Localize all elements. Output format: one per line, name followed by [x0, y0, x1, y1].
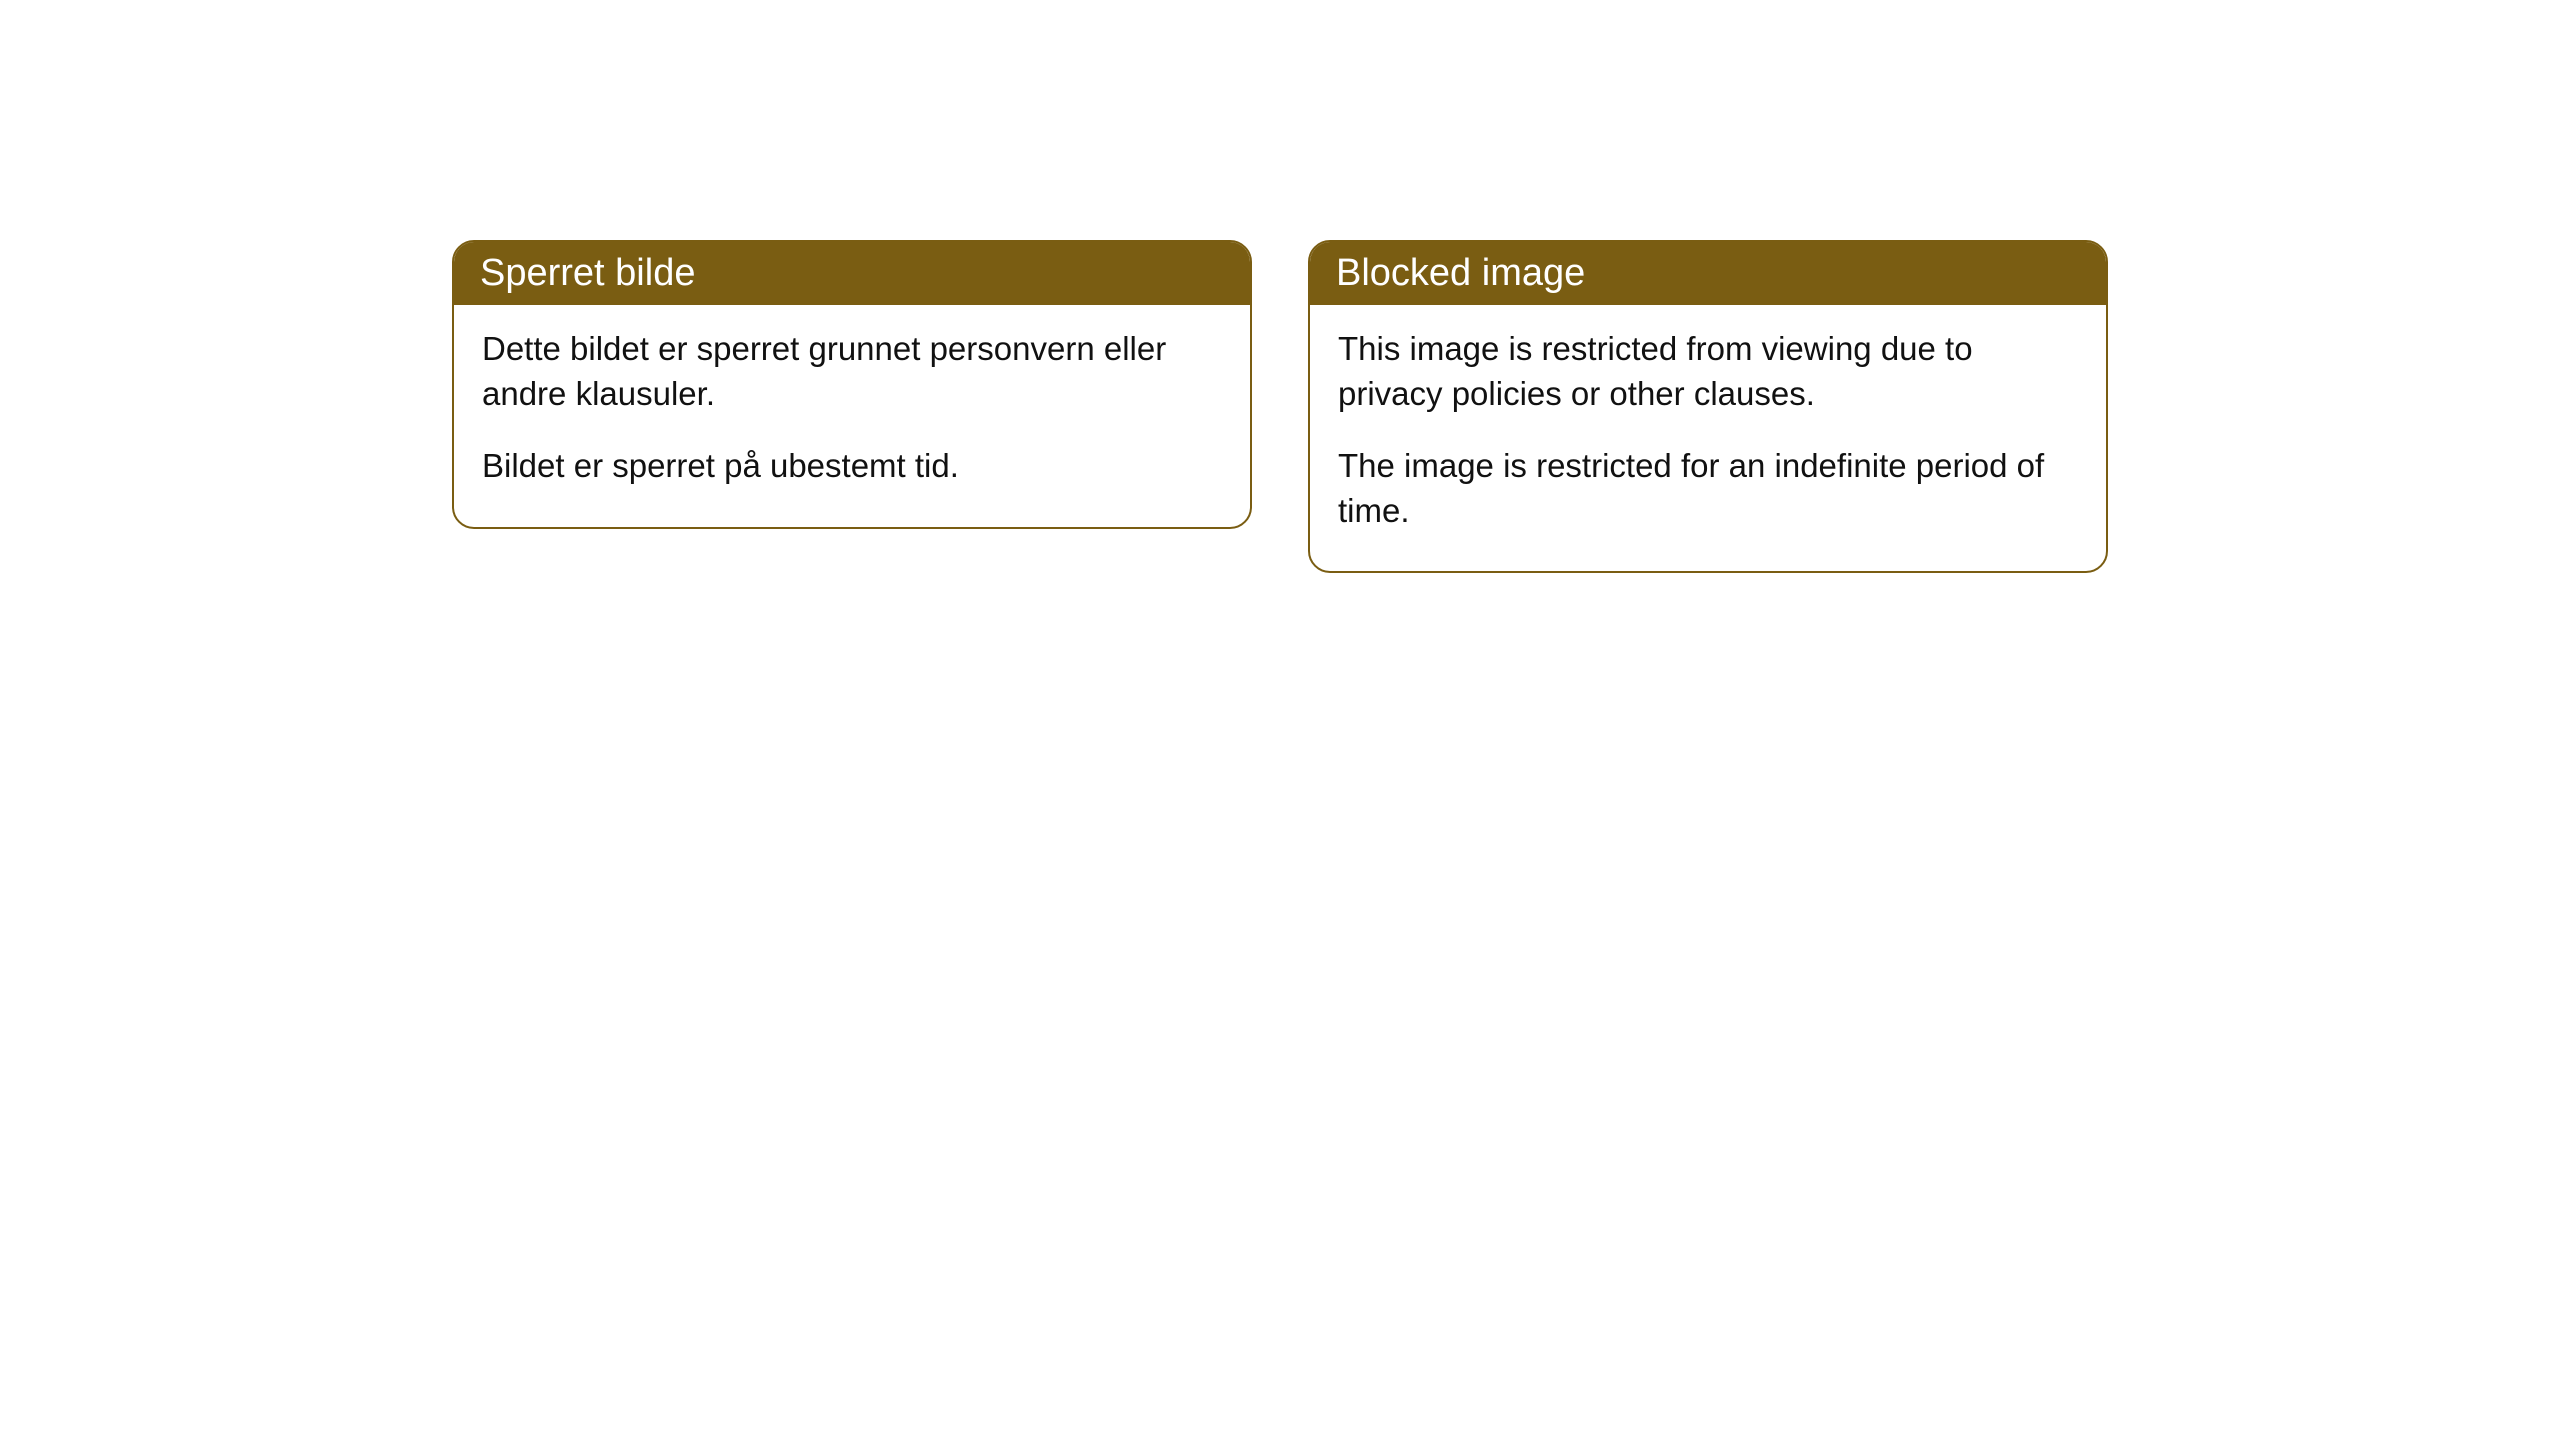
- card-header-en: Blocked image: [1310, 242, 2106, 305]
- card-text-no-2: Bildet er sperret på ubestemt tid.: [482, 444, 1222, 489]
- card-body-en: This image is restricted from viewing du…: [1310, 305, 2106, 571]
- card-header-no: Sperret bilde: [454, 242, 1250, 305]
- card-text-no-1: Dette bildet er sperret grunnet personve…: [482, 327, 1222, 416]
- card-text-en-1: This image is restricted from viewing du…: [1338, 327, 2078, 416]
- blocked-image-card-en: Blocked image This image is restricted f…: [1308, 240, 2108, 573]
- blocked-image-card-no: Sperret bilde Dette bildet er sperret gr…: [452, 240, 1252, 529]
- cards-container: Sperret bilde Dette bildet er sperret gr…: [452, 240, 2108, 1440]
- card-text-en-2: The image is restricted for an indefinit…: [1338, 444, 2078, 533]
- card-body-no: Dette bildet er sperret grunnet personve…: [454, 305, 1250, 527]
